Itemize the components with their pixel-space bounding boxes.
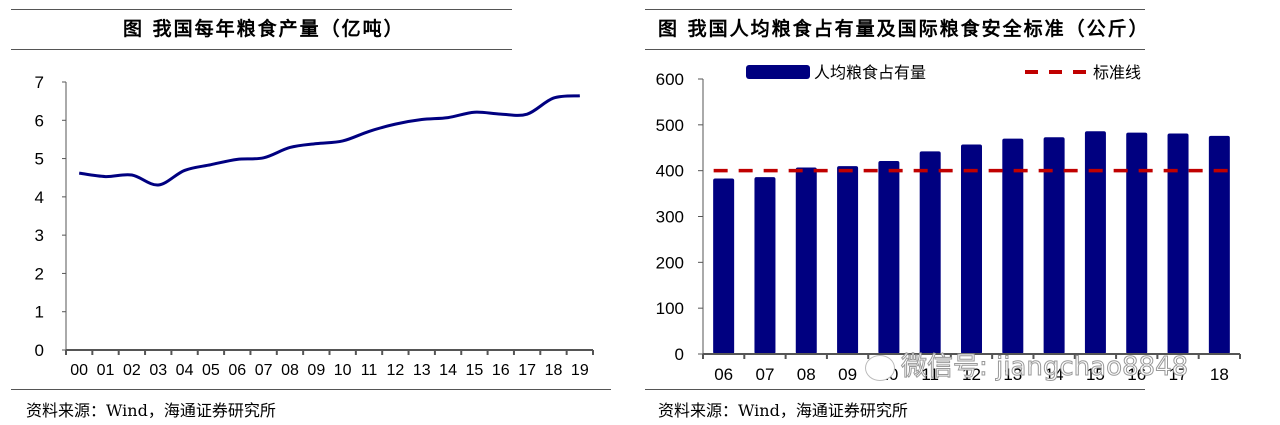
x-tick-label: 17 <box>518 362 536 379</box>
chart-title: 图 我国人均粮食占有量及国际粮食安全标准（公斤） <box>658 18 1150 40</box>
top-rule <box>11 9 512 10</box>
y-tick-label: 5 <box>35 150 44 169</box>
y-tick-label: 0 <box>35 341 44 360</box>
x-tick-label: 03 <box>149 362 167 379</box>
bar <box>754 177 776 354</box>
title-rule <box>11 49 512 50</box>
x-tick-label: 05 <box>202 362 220 379</box>
legend-label: 人均粮食占有量 <box>814 63 926 82</box>
y-tick-label: 2 <box>35 264 44 283</box>
bar <box>961 144 982 354</box>
right-chart-panel: 图 我国人均粮食占有量及国际粮食安全标准（公斤） 0 100 200 300 400 50… <box>640 0 1280 425</box>
x-tick-label: 06 <box>228 362 246 379</box>
x-tick-label: 10 <box>334 362 352 379</box>
x-tick-label: 14 <box>1045 365 1064 384</box>
x-tick-label: 09 <box>838 365 857 384</box>
x-tick-label: 11 <box>921 365 939 384</box>
y-tick-label: 6 <box>35 111 44 130</box>
y-tick-label: 0 <box>675 345 684 364</box>
x-tick-label: 02 <box>123 362 141 379</box>
y-tick-label: 7 <box>35 73 44 92</box>
bar <box>1167 133 1189 354</box>
x-tick-label: 04 <box>176 362 194 379</box>
bar <box>1043 137 1065 354</box>
bar <box>919 151 941 354</box>
wechat-icon <box>865 354 895 381</box>
x-tick-label: 16 <box>1127 365 1146 384</box>
x-tick-label: 07 <box>255 362 273 379</box>
bar-chart: 0100200300400500600060708091011121314151… <box>656 63 1241 384</box>
x-tick-label: 09 <box>307 362 325 379</box>
bottom-rule <box>645 389 1145 390</box>
x-tick-label: 00 <box>70 362 88 379</box>
x-tick-label: 18 <box>1210 365 1229 384</box>
x-tick-label: 06 <box>714 365 733 384</box>
y-tick-label: 4 <box>35 188 44 207</box>
x-tick-label: 14 <box>439 362 457 379</box>
bar <box>1126 132 1148 354</box>
x-tick-label: 12 <box>386 362 404 379</box>
source-note: 资料来源：Wind，海通证券研究所 <box>658 401 908 420</box>
bar <box>713 178 735 354</box>
x-tick-label: 13 <box>1003 365 1022 384</box>
y-tick-label: 600 <box>656 70 684 89</box>
y-tick-label: 3 <box>35 226 44 245</box>
bar <box>878 161 900 354</box>
x-tick-label: 07 <box>756 365 775 384</box>
y-tick-label: 1 <box>35 303 44 322</box>
y-tick-label: 200 <box>656 253 684 272</box>
y-tick-label: 400 <box>656 162 684 181</box>
watermark: 微信号: jiangchao8848 <box>865 346 1189 383</box>
bar <box>795 167 817 354</box>
title-rule <box>645 49 1145 50</box>
left-chart-panel: 图 我国每年粮食产量（亿吨） 0 1 2 3 4 5 6 7 00 01 02 03 04 05 06 07 0… <box>11 9 611 420</box>
x-tick-label: 11 <box>361 362 378 379</box>
x-tick-label: 12 <box>962 365 981 384</box>
legend-label: 标准线 <box>1093 63 1141 82</box>
bar <box>837 166 859 354</box>
bar <box>1002 138 1024 354</box>
y-tick-label: 500 <box>656 116 684 135</box>
x-tick-label: 16 <box>492 362 510 379</box>
bar <box>1208 135 1230 354</box>
x-tick-label: 15 <box>466 362 484 379</box>
chart-title: 图 我国每年粮食产量（亿吨） <box>123 18 405 40</box>
x-tick-label: 08 <box>281 362 299 379</box>
x-tick-label: 01 <box>97 362 115 379</box>
x-tick-label: 17 <box>1169 365 1188 384</box>
legend-bar-swatch <box>746 65 810 79</box>
y-tick-label: 300 <box>656 208 684 227</box>
x-tick-label: 18 <box>545 362 563 379</box>
production-line <box>78 94 580 187</box>
bar <box>1084 131 1106 354</box>
y-tick-label: 100 <box>656 299 684 318</box>
source-note: 资料来源：Wind，海通证券研究所 <box>26 401 276 420</box>
x-tick-label: 08 <box>797 365 816 384</box>
x-tick-label: 15 <box>1086 365 1105 384</box>
x-tick-label: 19 <box>571 362 589 379</box>
top-rule <box>645 9 1145 10</box>
x-tick-label: 13 <box>413 362 431 379</box>
bottom-rule <box>11 389 611 390</box>
